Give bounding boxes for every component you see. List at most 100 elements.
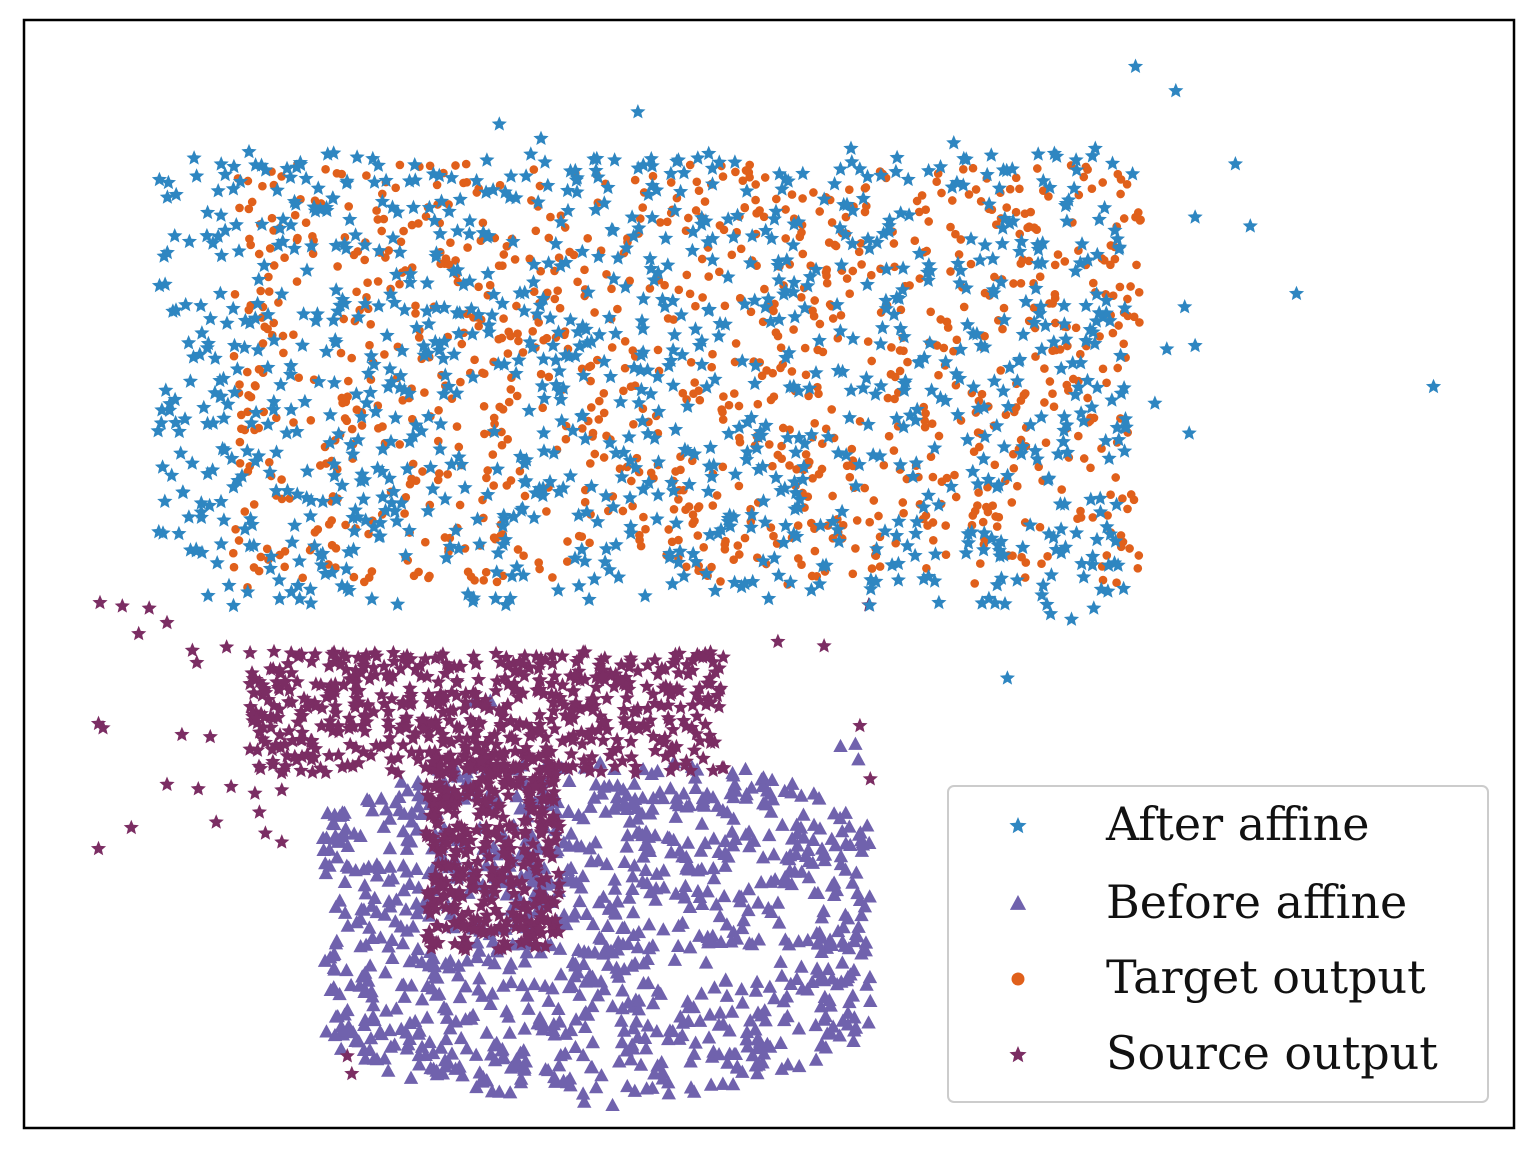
data-point-after-affine <box>548 235 564 251</box>
data-point-source-output <box>711 698 727 714</box>
data-point-source-output <box>510 689 526 704</box>
data-point-before-affine <box>358 886 373 900</box>
data-point-source-output <box>257 734 273 749</box>
data-point-after-affine <box>248 404 264 420</box>
data-point-target-output <box>731 167 740 177</box>
data-point-target-output <box>231 524 240 534</box>
data-point-source-output <box>395 737 411 752</box>
data-point-after-affine <box>1065 355 1081 370</box>
data-point-after-affine <box>937 392 954 408</box>
data-point-before-affine <box>588 835 603 849</box>
data-point-source-output <box>505 758 522 773</box>
data-point-after-affine <box>863 581 879 596</box>
data-point-after-affine <box>981 196 997 211</box>
data-point-after-affine <box>1125 166 1141 181</box>
data-point-target-output <box>619 386 628 396</box>
data-point-before-affine <box>800 932 815 947</box>
data-point-target-output <box>968 163 978 173</box>
data-point-after-affine <box>427 333 443 349</box>
data-point-target-output <box>669 504 679 514</box>
data-point-source-output <box>551 924 567 939</box>
data-point-before-affine <box>692 1013 708 1027</box>
data-point-source-output <box>385 644 401 660</box>
data-point-target-output <box>264 457 274 467</box>
data-point-before-affine <box>701 1030 717 1044</box>
data-point-target-output <box>1020 389 1030 398</box>
data-point-after-affine <box>571 507 587 522</box>
data-point-after-affine <box>654 291 671 307</box>
data-point-before-affine <box>745 1048 760 1062</box>
data-point-after-affine <box>266 401 282 417</box>
data-point-after-affine <box>334 291 351 307</box>
data-point-after-affine <box>155 525 171 540</box>
data-point-target-output <box>590 449 600 459</box>
data-point-after-affine <box>999 670 1015 685</box>
data-point-after-affine <box>1089 286 1105 301</box>
data-point-target-output <box>755 206 764 215</box>
data-point-before-affine <box>472 971 487 985</box>
data-point-target-output <box>789 325 798 334</box>
data-point-source-output <box>536 791 552 806</box>
data-point-after-affine <box>781 345 797 360</box>
data-point-target-output <box>956 235 966 244</box>
data-point-before-affine <box>606 801 622 815</box>
data-point-before-affine <box>688 1035 703 1049</box>
data-point-before-affine <box>625 869 640 883</box>
data-point-source-output <box>538 729 554 744</box>
data-point-after-affine <box>227 384 243 399</box>
data-point-target-output <box>645 284 655 293</box>
data-point-after-affine <box>377 502 394 518</box>
data-point-before-affine <box>520 988 535 1002</box>
data-point-target-output <box>489 533 499 543</box>
data-point-source-output <box>692 733 708 748</box>
data-point-target-output <box>243 407 253 417</box>
data-point-before-affine <box>515 977 530 992</box>
data-point-target-output <box>1076 513 1086 522</box>
data-point-before-affine <box>848 736 863 750</box>
data-point-after-affine <box>635 481 651 496</box>
data-point-source-output <box>544 647 560 662</box>
data-point-before-affine <box>646 790 661 805</box>
data-point-before-affine <box>834 974 849 988</box>
data-point-target-output <box>731 339 741 348</box>
data-point-target-output <box>715 221 725 230</box>
data-point-after-affine <box>927 546 944 561</box>
data-point-after-affine <box>402 274 418 290</box>
data-point-before-affine <box>460 772 475 786</box>
data-point-target-output <box>538 403 548 413</box>
data-point-after-affine <box>755 493 772 508</box>
data-point-after-affine <box>699 379 715 394</box>
data-point-source-output <box>468 742 484 757</box>
data-point-before-affine <box>389 1001 404 1015</box>
data-point-target-output <box>379 214 389 224</box>
data-point-target-output <box>366 375 376 384</box>
data-point-after-affine <box>496 507 512 523</box>
data-point-before-affine <box>583 1060 599 1074</box>
data-point-after-affine <box>1042 179 1058 195</box>
data-point-before-affine <box>679 861 694 875</box>
data-point-source-output <box>460 904 476 920</box>
data-point-after-affine <box>330 303 346 318</box>
data-point-target-output <box>974 442 984 452</box>
data-point-after-affine <box>851 456 867 472</box>
data-point-target-output <box>959 302 969 312</box>
data-point-before-affine <box>791 1021 807 1035</box>
data-point-after-affine <box>964 524 980 539</box>
data-point-after-affine <box>616 444 632 460</box>
data-point-after-affine <box>509 559 525 574</box>
data-point-target-output <box>499 314 508 323</box>
data-point-after-affine <box>225 597 242 613</box>
data-point-target-output <box>341 520 350 530</box>
data-point-after-affine <box>766 550 782 565</box>
data-point-source-output <box>466 880 482 895</box>
data-point-source-output <box>264 741 280 757</box>
data-point-after-affine <box>480 265 496 281</box>
data-point-after-affine <box>747 375 763 391</box>
data-point-before-affine <box>779 989 795 1003</box>
data-point-target-output <box>235 380 244 389</box>
data-point-after-affine <box>366 356 382 371</box>
data-point-before-affine <box>469 1079 484 1094</box>
data-point-target-output <box>555 303 565 313</box>
data-point-source-output <box>532 884 548 899</box>
data-point-source-output <box>444 756 460 771</box>
